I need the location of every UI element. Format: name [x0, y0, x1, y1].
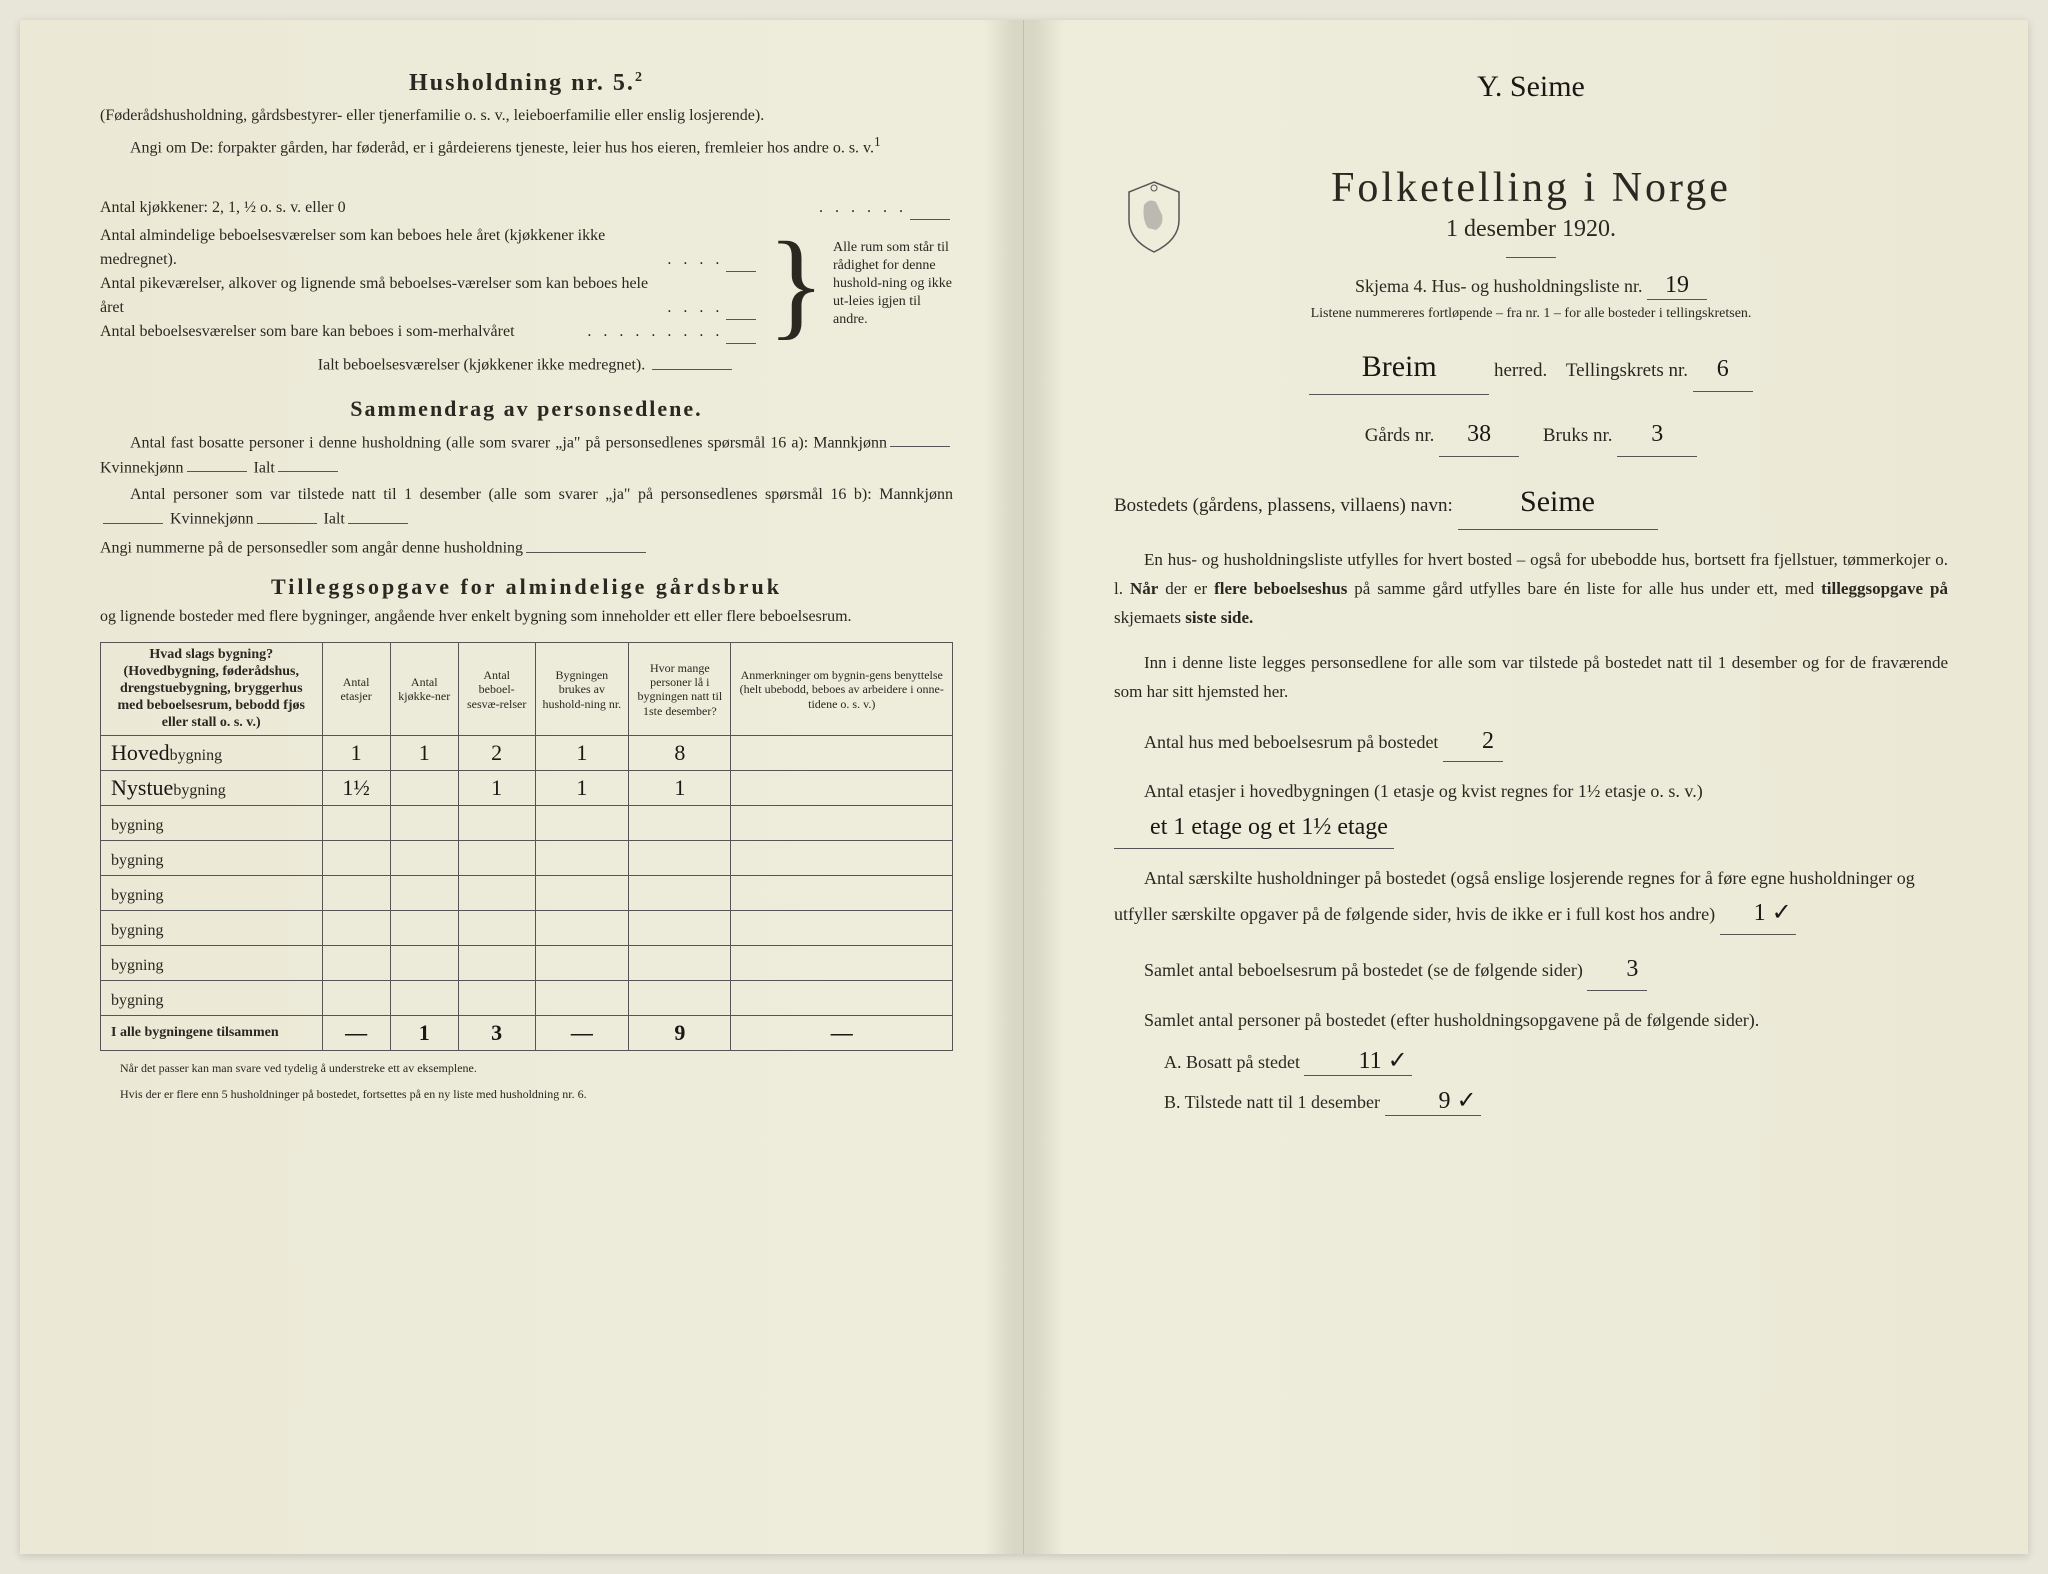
q3-hw: 1 ✓ [1720, 893, 1796, 935]
schema-nr: 19 [1647, 272, 1707, 300]
bosted-hw: Seime [1458, 475, 1658, 530]
footnote-1: Når det passer kan man svare ved tydelig… [100, 1061, 953, 1077]
schema-label: Skjema 4. Hus- og husholdningsliste nr. [1355, 276, 1643, 296]
kitchen-block: Antal kjøkkener: 2, 1, ½ o. s. v. eller … [100, 196, 953, 378]
q2-hw: et 1 etage og et 1½ etage [1114, 807, 1394, 849]
total-personer: 9 [629, 1016, 731, 1051]
bosted-label: Bostedets (gårdens, plassens, villaens) … [1114, 495, 1453, 516]
tillegg-sub: og lignende bosteder med flere bygninger… [100, 606, 953, 628]
q2: Antal etasjer i hovedbygningen (1 etasje… [1114, 776, 1948, 848]
bracket-item-2: Antal beboelsesværelser som bare kan beb… [100, 320, 587, 344]
th-type: Hvad slags bygning? (Hovedbygning, føder… [101, 643, 323, 736]
gards-nr: 38 [1439, 413, 1519, 457]
building-table: Hvad slags bygning? (Hovedbygning, føder… [100, 642, 953, 1051]
qB-hw: 9 ✓ [1385, 1086, 1481, 1116]
table-row: bygning [101, 911, 953, 946]
th-beboelse: Antal beboel-sesvæ-relser [458, 643, 535, 736]
total-label: I alle bygningene tilsammen [101, 1016, 323, 1051]
main-title: Folketelling i Norge [1114, 164, 1948, 212]
sammendrag-line1: Antal fast bosatte personer i denne hush… [130, 434, 887, 451]
qB: B. Tilstede natt til 1 desember 9 ✓ [1114, 1086, 1948, 1116]
tillegg-title: Tilleggsopgave for almindelige gårdsbruk [100, 574, 953, 600]
q2-label: Antal etasjer i hovedbygningen (1 etasje… [1144, 781, 1703, 801]
bracket-item-1: Antal pikeværelser, alkover og lignende … [100, 272, 667, 320]
gards-line: Gårds nr. 38 Bruks nr. 3 [1114, 413, 1948, 457]
husholdning-paren: (Føderådshusholdning, gårdsbestyrer- ell… [100, 105, 953, 127]
subtitle: 1 desember 1920. [1114, 216, 1948, 243]
coat-of-arms-icon [1124, 180, 1184, 255]
bosted-line: Bostedets (gårdens, plassens, villaens) … [1114, 475, 1948, 530]
table-row: bygning [101, 806, 953, 841]
bruks-nr: 3 [1617, 413, 1697, 457]
total-kjokken: 1 [390, 1016, 458, 1051]
divider-icon [1506, 257, 1556, 258]
th-etasjer: Antal etasjer [322, 643, 390, 736]
para1: En hus- og husholdningsliste utfylles fo… [1114, 546, 1948, 633]
bracket-item-0: Antal almindelige beboelsesværelser som … [100, 224, 667, 272]
kvinne-label-2: Kvinnekjønn [170, 511, 254, 528]
gards-label: Gårds nr. [1365, 425, 1435, 446]
kvinne-label: Kvinnekjønn [100, 459, 184, 476]
herred-line: Breim herred. Tellingskrets nr. 6 [1114, 340, 1948, 395]
q4: Samlet antal beboelsesrum på bostedet (s… [1114, 949, 1948, 991]
husholdning-title: Husholdning nr. 5.2 [100, 70, 953, 97]
top-handwriting: Y. Seime [1114, 70, 1948, 104]
ialt-line: Ialt beboelsesværelser (kjøkkener ikke m… [318, 357, 645, 374]
census-document: Husholdning nr. 5.2 (Føderådshusholdning… [20, 20, 2028, 1554]
tellingskrets-nr: 6 [1693, 348, 1753, 392]
bracket-right-text: Alle rum som står til rådighet for denne… [833, 239, 953, 330]
q4-hw: 3 [1587, 949, 1647, 991]
q1: Antal hus med beboelsesrum på bostedet 2 [1114, 721, 1948, 763]
total-beboelse: 3 [458, 1016, 535, 1051]
q1-label: Antal hus med beboelsesrum på bostedet [1144, 732, 1438, 752]
herred-label: herred. [1494, 360, 1547, 381]
right-page: Y. Seime Folketelling i Norge 1 desember… [1024, 20, 2028, 1554]
th-anm: Anmerkninger om bygnin-gens benyttelse (… [731, 643, 953, 736]
table-row: bygning [101, 841, 953, 876]
husholdning-title-text: Husholdning nr. 5. [409, 70, 635, 96]
tellingskrets-label: Tellingskrets nr. [1566, 360, 1688, 381]
summary-block: Antal fast bosatte personer i denne hush… [100, 430, 953, 560]
angi-text: Angi om De: forpakter gården, har føderå… [100, 133, 953, 160]
angi-nummerne: Angi nummerne på de personsedler som ang… [100, 540, 523, 557]
husholdning-sup: 2 [635, 70, 644, 85]
q5-label: Samlet antal personer på bostedet (efter… [1114, 1005, 1948, 1036]
herred-hw: Breim [1309, 340, 1489, 395]
total-brukes: — [535, 1016, 629, 1051]
th-brukes: Bygningen brukes av hushold-ning nr. [535, 643, 629, 736]
table-row: Nystuebygning 1½ 1 1 1 [101, 771, 953, 806]
qA-label: A. Bosatt på stedet [1164, 1052, 1300, 1072]
th-kjokken: Antal kjøkke-ner [390, 643, 458, 736]
ialt-label-2: Ialt [324, 511, 345, 528]
kjokkener-label: Antal kjøkkener: 2, 1, ½ o. s. v. eller … [100, 196, 819, 220]
brace-icon: } [759, 230, 833, 338]
angi-text-content: Angi om De: forpakter gården, har føderå… [130, 140, 874, 157]
sammendrag-title: Sammendrag av personsedlene. [100, 396, 953, 422]
ialt-label-1: Ialt [254, 459, 275, 476]
bruks-label: Bruks nr. [1543, 425, 1613, 446]
table-row: Hovedbygning 1 1 2 1 8 [101, 736, 953, 771]
q1-hw: 2 [1443, 721, 1503, 763]
q3: Antal særskilte husholdninger på bostede… [1114, 863, 1948, 935]
sammendrag-line2: Antal personer som var tilstede natt til… [130, 486, 953, 503]
table-row: bygning [101, 876, 953, 911]
total-etasjer: — [322, 1016, 390, 1051]
th-personer: Hvor mange personer lå i bygningen natt … [629, 643, 731, 736]
qA-hw: 11 ✓ [1304, 1046, 1411, 1076]
schema-line: Skjema 4. Hus- og husholdningsliste nr. … [1114, 272, 1948, 300]
table-row: bygning [101, 946, 953, 981]
footnote-2: Hvis der er flere enn 5 husholdninger på… [100, 1087, 953, 1103]
total-anm: — [731, 1016, 953, 1051]
qB-label: B. Tilstede natt til 1 desember [1164, 1092, 1380, 1112]
qA: A. Bosatt på stedet 11 ✓ [1114, 1046, 1948, 1076]
left-page: Husholdning nr. 5.2 (Føderådshusholdning… [20, 20, 1024, 1554]
para2: Inn i denne liste legges personsedlene f… [1114, 649, 1948, 707]
q4-label: Samlet antal beboelsesrum på bostedet (s… [1144, 960, 1583, 980]
sub-instruction: Listene nummereres fortløpende – fra nr.… [1114, 306, 1948, 322]
table-row: bygning [101, 981, 953, 1016]
